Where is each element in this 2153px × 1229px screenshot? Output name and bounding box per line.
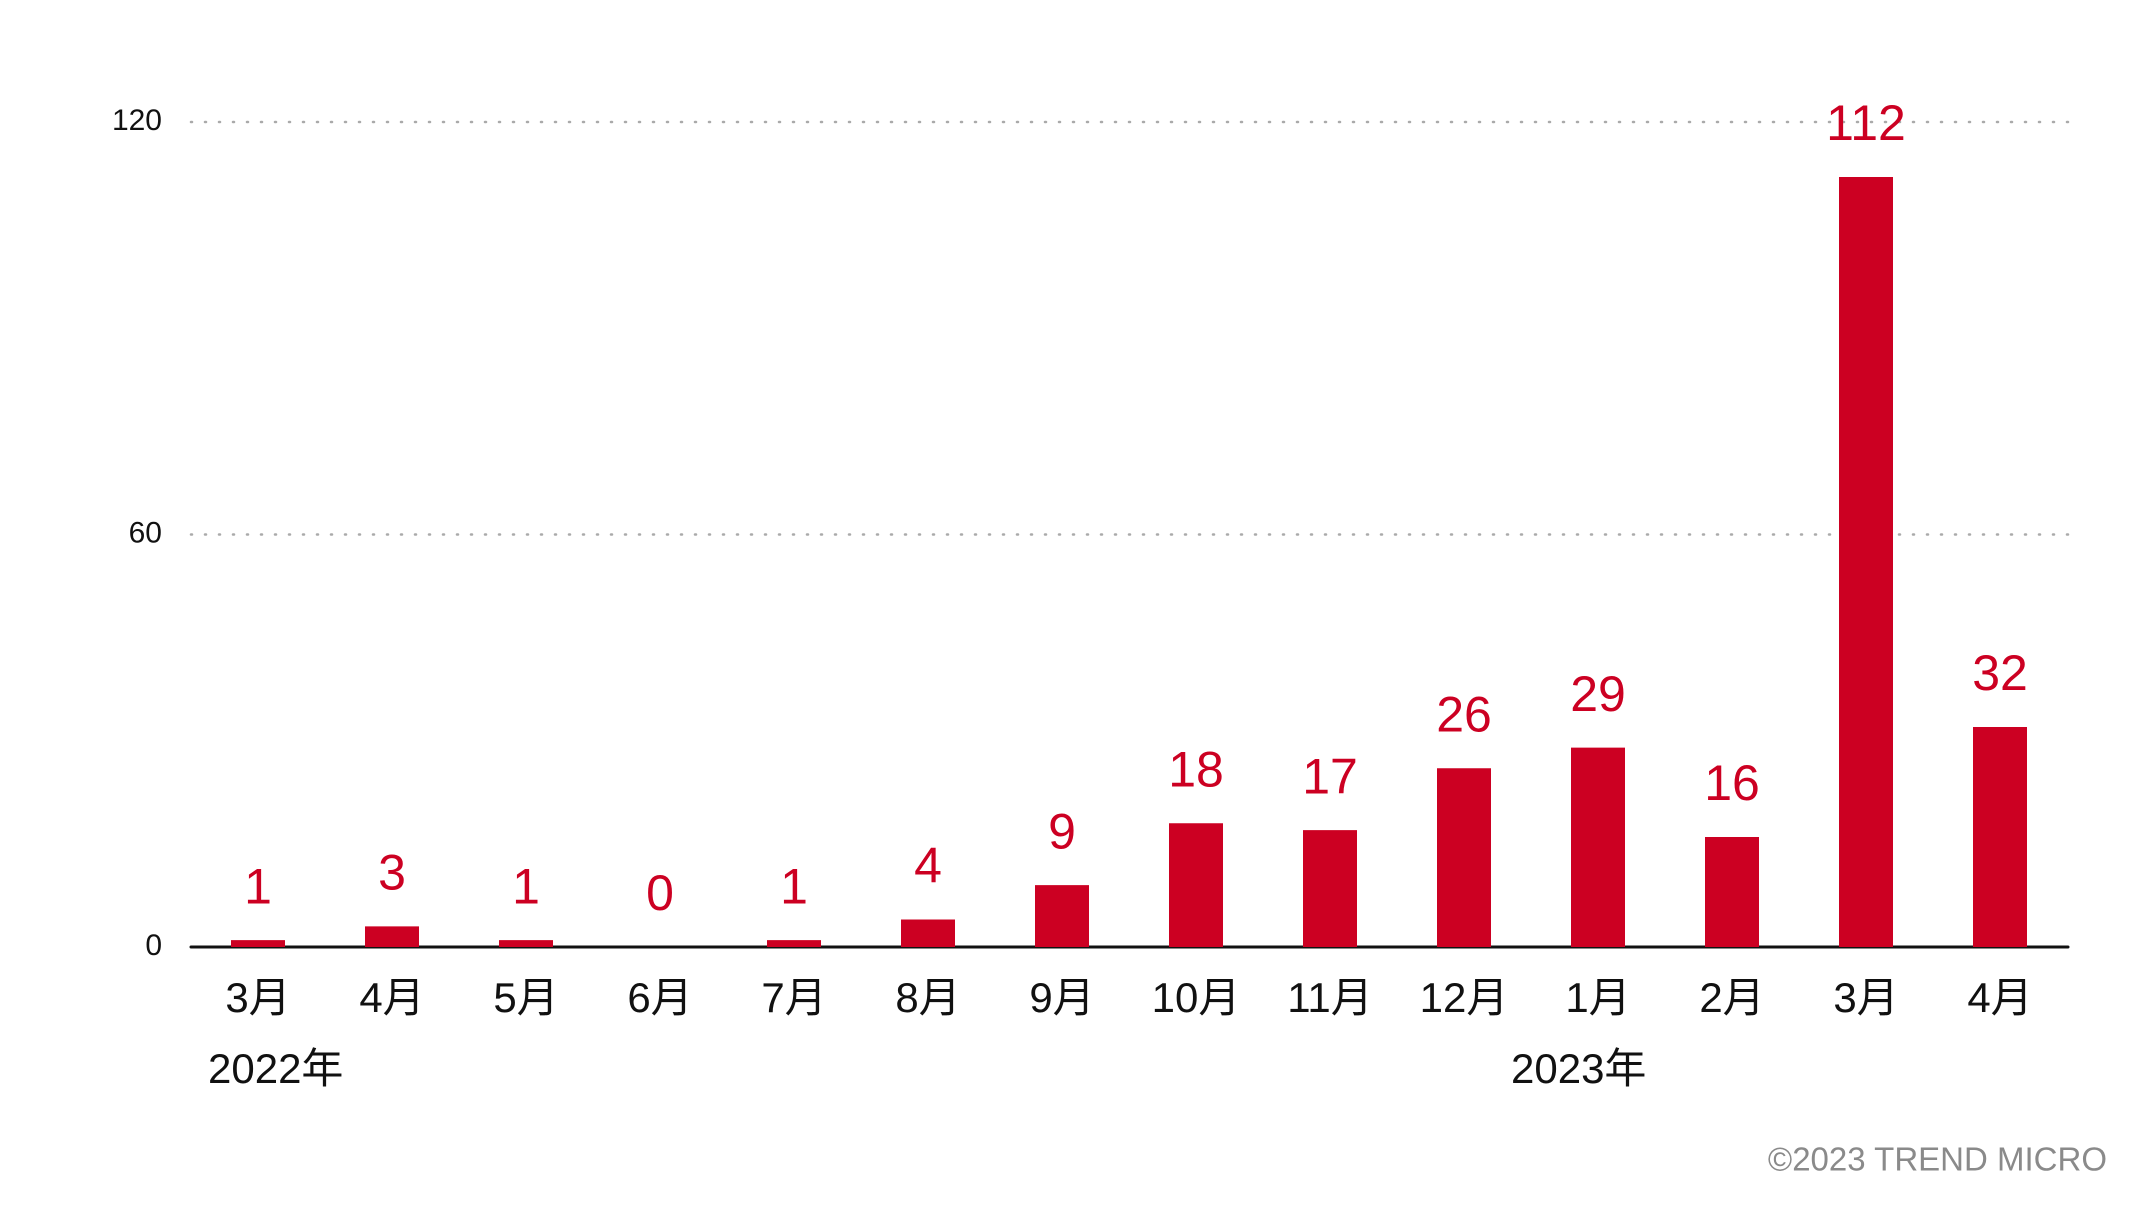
x-tick-label: 4月 — [1967, 974, 2032, 1021]
bar — [1839, 177, 1893, 947]
x-tick-label: 11月 — [1287, 974, 1373, 1021]
bar — [1571, 747, 1625, 947]
x-tick-label: 2月 — [1699, 974, 1764, 1021]
value-label: 3 — [378, 845, 406, 901]
bar — [365, 926, 419, 947]
y-tick-label: 0 — [145, 929, 162, 962]
value-label: 32 — [1972, 645, 2028, 701]
x-tick-label: 8月 — [895, 974, 960, 1021]
x-tick-label: 5月 — [493, 974, 558, 1021]
year-label: 2022年 — [208, 1045, 343, 1092]
copyright: ©2023 TREND MICRO — [1768, 1141, 2107, 1178]
bar — [901, 919, 955, 947]
value-label: 112 — [1826, 95, 1906, 151]
x-tick-label: 1月 — [1565, 974, 1630, 1021]
value-label: 17 — [1302, 748, 1358, 804]
bar — [1973, 727, 2027, 947]
value-label: 1 — [512, 858, 540, 914]
bar — [1303, 830, 1357, 947]
value-label: 0 — [646, 865, 674, 921]
bar — [231, 940, 285, 947]
x-tick-label: 9月 — [1029, 974, 1094, 1021]
bar — [1437, 768, 1491, 947]
value-label: 29 — [1570, 666, 1626, 722]
bar — [1705, 837, 1759, 947]
x-tick-label: 12月 — [1420, 974, 1509, 1021]
y-tick-label: 60 — [129, 516, 162, 549]
value-label: 4 — [914, 838, 942, 894]
bar — [499, 940, 553, 947]
bar — [1169, 823, 1223, 947]
value-label: 26 — [1436, 686, 1492, 742]
value-label: 1 — [244, 858, 272, 914]
bar — [1035, 885, 1089, 947]
x-tick-label: 4月 — [359, 974, 424, 1021]
value-label: 1 — [780, 858, 808, 914]
x-tick-label: 3月 — [225, 974, 290, 1021]
value-label: 16 — [1704, 755, 1760, 811]
x-tick-label: 3月 — [1833, 974, 1898, 1021]
value-label: 9 — [1048, 803, 1076, 859]
x-tick-label: 10月 — [1152, 974, 1241, 1021]
value-label: 18 — [1168, 741, 1224, 797]
x-tick-label: 6月 — [627, 974, 692, 1021]
year-label: 2023年 — [1511, 1045, 1646, 1092]
x-tick-label: 7月 — [761, 974, 826, 1021]
y-tick-label: 120 — [112, 104, 162, 137]
bar — [767, 940, 821, 947]
